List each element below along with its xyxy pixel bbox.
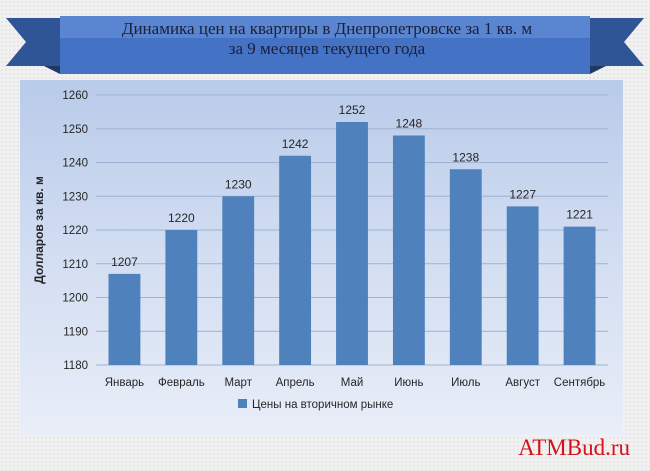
ribbon-right-tail (590, 18, 644, 66)
bar (279, 155, 312, 365)
x-tick-label: Апрель (276, 377, 315, 389)
chart-title: Динамика цен на квартиры в Днепропетровс… (62, 19, 592, 59)
data-label: 1227 (509, 187, 536, 201)
data-label: 1252 (339, 103, 366, 117)
y-tick-label: 1190 (63, 326, 88, 338)
data-label: 1207 (111, 255, 138, 269)
chart-title-line-2: за 9 месяцев текущего года (228, 39, 426, 58)
legend-label: Цены на вторичном рынке (252, 399, 393, 411)
data-label: 1220 (168, 211, 195, 225)
x-tick-label: Февраль (158, 377, 205, 389)
bar (449, 169, 482, 365)
chart-title-line-1: Динамика цен на квартиры в Днепропетровс… (121, 19, 533, 38)
x-tick-label: Март (224, 377, 252, 389)
legend-swatch (238, 399, 247, 408)
bar (108, 273, 141, 365)
x-tick-label: Май (341, 377, 364, 389)
data-label: 1221 (566, 208, 593, 222)
y-tick-label: 1220 (62, 225, 88, 237)
x-tick-label: Июль (451, 377, 480, 389)
ribbon-right-fold (590, 66, 606, 74)
y-tick-label: 1250 (62, 124, 88, 136)
x-tick-label: Сентябрь (554, 377, 606, 389)
y-tick-label: 1200 (62, 293, 88, 305)
ribbon-left-tail (6, 18, 60, 66)
bar (392, 135, 425, 365)
y-axis-label: Долларов за кв. м (32, 176, 46, 284)
data-label: 1248 (396, 117, 423, 131)
x-tick-label: Январь (105, 377, 144, 389)
y-tick-label: 1180 (63, 360, 88, 372)
watermark-logo: ATMBud.ru (518, 435, 630, 460)
title-banner (6, 16, 644, 74)
y-tick-label: 1210 (62, 259, 88, 271)
bar (563, 226, 596, 365)
chart-panel: 1180 1190 1200 1210 1220 1230 1240 1250 1260 1207… (20, 80, 623, 435)
x-tick-label: Август (505, 377, 540, 389)
data-label: 1238 (452, 150, 479, 164)
y-tick-label: 1240 (62, 158, 88, 170)
x-tick-label: Июнь (394, 377, 423, 389)
bar (336, 122, 368, 365)
y-tick-label: 1230 (62, 191, 88, 203)
bar (165, 230, 198, 365)
y-tick-label: 1260 (62, 90, 88, 102)
data-label: 1230 (225, 177, 252, 191)
ribbon-band-sheen (60, 16, 590, 38)
ribbon-left-fold (44, 66, 60, 74)
bar-chart: 1180 1190 1200 1210 1220 1230 1240 1250 1260 1207… (32, 90, 608, 411)
bar (506, 206, 539, 365)
data-label: 1242 (282, 137, 309, 151)
bar (222, 196, 255, 365)
